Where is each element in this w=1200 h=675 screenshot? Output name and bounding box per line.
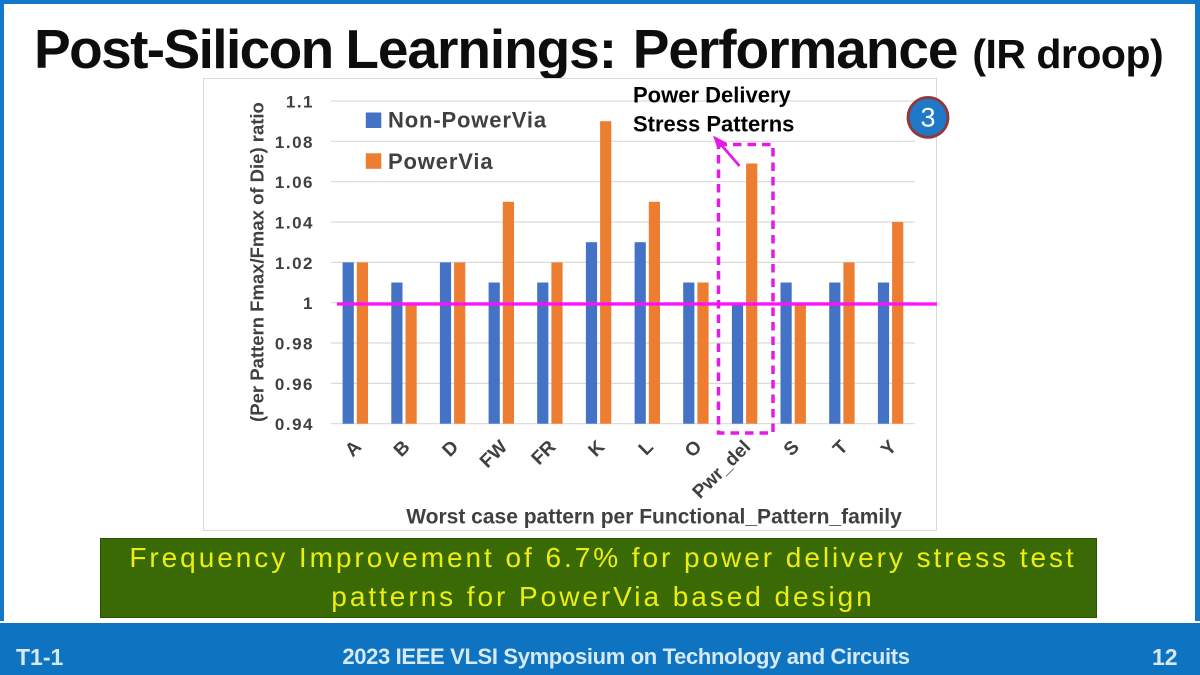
svg-text:0.94: 0.94 (275, 415, 314, 434)
svg-text:1: 1 (303, 294, 314, 313)
svg-text:3: 3 (920, 103, 935, 133)
svg-text:0.98: 0.98 (275, 335, 314, 354)
svg-text:0.96: 0.96 (275, 375, 314, 394)
svg-text:Power Delivery: Power Delivery (633, 83, 792, 108)
svg-text:1.06: 1.06 (275, 173, 314, 192)
svg-text:Worst case pattern per Functio: Worst case pattern per Functional_Patter… (406, 506, 902, 529)
svg-text:A: A (341, 436, 366, 461)
svg-text:1.1: 1.1 (286, 93, 314, 112)
svg-text:Y: Y (877, 436, 901, 460)
svg-text:O: O (681, 437, 706, 462)
svg-text:D: D (439, 437, 464, 462)
svg-text:FW: FW (476, 437, 512, 473)
svg-text:Stress Patterns: Stress Patterns (633, 112, 794, 137)
svg-text:T: T (829, 436, 852, 459)
svg-text:1.02: 1.02 (275, 254, 314, 273)
svg-text:1.08: 1.08 (275, 133, 314, 152)
svg-text:Non-PowerVia: Non-PowerVia (388, 108, 547, 133)
svg-text:FR: FR (528, 436, 561, 469)
svg-text:K: K (585, 436, 610, 461)
svg-text:L: L (635, 436, 658, 459)
svg-text:PowerVia: PowerVia (388, 149, 493, 174)
svg-text:S: S (780, 437, 804, 461)
svg-text:B: B (390, 437, 415, 462)
svg-text:1.04: 1.04 (275, 214, 314, 233)
svg-text:(Per Pattern Fmax/Fmax of Die): (Per Pattern Fmax/Fmax of Die) ratio (247, 102, 268, 422)
